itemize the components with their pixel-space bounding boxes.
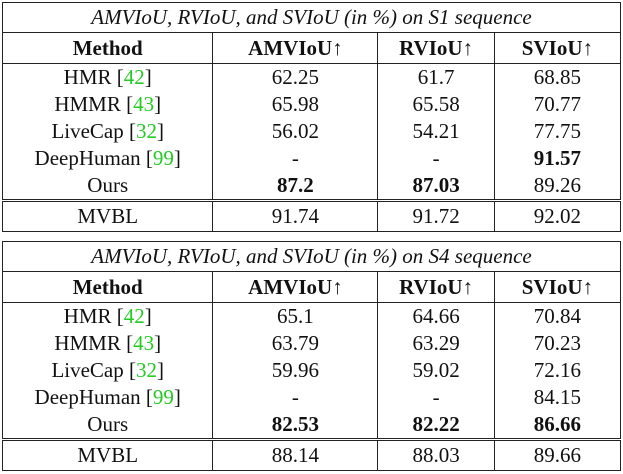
value-cell: -: [212, 145, 379, 172]
value-cell: 89.66: [493, 439, 622, 471]
table-row: Ours 82.53 82.22 86.66: [1, 411, 622, 441]
table-title-row: AMVIoU, RVIoU, and SVIoU (in %) on S4 se…: [2, 241, 621, 272]
value-cell: 91.74: [212, 200, 379, 232]
table-title-row: AMVIoU, RVIoU, and SVIoU (in %) on S1 se…: [2, 2, 621, 33]
method-name: MVBL: [1, 200, 214, 232]
value-cell: 88.14: [212, 439, 379, 471]
value-cell: 59.96: [212, 357, 379, 384]
column-header: Method: [1, 32, 214, 64]
value-cell: 70.77: [493, 91, 622, 118]
method-name: HMMR: [54, 92, 121, 116]
method-name: HMR: [63, 304, 112, 328]
value-cell: 72.16: [493, 357, 622, 384]
citation-link[interactable]: 32: [136, 119, 157, 143]
method-cell: HMR [42]: [1, 63, 214, 91]
value-cell: 64.66: [377, 302, 495, 330]
method-name: LiveCap: [51, 358, 124, 382]
table-row: DeepHuman [99] - -91.57: [1, 145, 622, 172]
value-cell: 82.53: [212, 411, 379, 441]
column-header: SVIoU↑: [493, 32, 622, 64]
value-cell: 63.79: [212, 330, 379, 357]
s4-results-table: AMVIoU, RVIoU, and SVIoU (in %) on S4 se…: [1, 241, 622, 471]
table-row: HMMR [43] 65.98 65.58 70.77: [1, 91, 622, 118]
column-header: SVIoU↑: [493, 271, 622, 303]
method-cell: DeepHuman [99]: [1, 145, 214, 172]
value-cell: 65.58: [377, 91, 495, 118]
value-cell: 87.03: [377, 172, 495, 202]
citation-link[interactable]: 42: [123, 304, 145, 328]
value-cell: -: [212, 384, 379, 411]
table-row: LiveCap [32] 56.02 54.21 77.75: [1, 118, 622, 145]
citation-link[interactable]: 43: [133, 331, 155, 355]
header-row: Method AMVIoU↑ RVIoU↑ SVIoU↑: [1, 271, 622, 303]
value-cell: 89.26: [493, 172, 622, 202]
value-cell: 63.29: [377, 330, 495, 357]
value-cell: 77.75: [493, 118, 622, 145]
value-cell: 65.98: [212, 91, 379, 118]
value-cell: 54.21: [377, 118, 495, 145]
method-name: DeepHuman: [34, 146, 141, 170]
value-cell: 59.02: [377, 357, 495, 384]
header-row: Method AMVIoU↑ RVIoU↑ SVIoU↑: [1, 32, 622, 64]
value-cell: 91.72: [377, 200, 495, 232]
method-cell: Ours: [1, 411, 214, 441]
value-cell: 70.84: [493, 302, 622, 330]
value-cell: 84.15: [493, 384, 622, 411]
citation-link[interactable]: 43: [133, 92, 155, 116]
reference-row: MVBL 88.14 88.03 89.66: [1, 439, 622, 471]
value-cell: 92.02: [493, 200, 622, 232]
method-cell: LiveCap [32]: [1, 357, 214, 384]
table-row: HMMR [43] 63.79 63.29 70.23: [1, 330, 622, 357]
value-cell: 87.2: [212, 172, 379, 202]
s1-results-table: AMVIoU, RVIoU, and SVIoU (in %) on S1 se…: [1, 2, 622, 232]
table-row: HMR [42] 65.1 64.66 70.84: [1, 302, 622, 330]
value-cell: 61.7: [377, 63, 495, 91]
table-row: DeepHuman [99] - -84.15: [1, 384, 622, 411]
table-caption: AMVIoU, RVIoU, and SVIoU (in %) on S4 se…: [2, 241, 621, 272]
method-cell: HMR [42]: [1, 302, 214, 330]
method-cell: DeepHuman [99]: [1, 384, 214, 411]
citation-link[interactable]: 32: [136, 358, 157, 382]
method-name: Ours: [87, 412, 129, 436]
table-row: LiveCap [32] 59.96 59.02 72.16: [1, 357, 622, 384]
value-cell: -: [377, 145, 495, 172]
citation-link[interactable]: 42: [123, 65, 145, 89]
method-cell: HMMR [43]: [1, 330, 214, 357]
column-header: Method: [1, 271, 214, 303]
method-name: Ours: [87, 173, 129, 197]
citation-link[interactable]: 99: [152, 385, 174, 409]
value-cell: 62.25: [212, 63, 379, 91]
column-header: AMVIoU↑: [212, 32, 379, 64]
reference-row: MVBL 91.74 91.72 92.02: [1, 200, 622, 232]
value-cell: 65.1: [212, 302, 379, 330]
method-name: MVBL: [1, 439, 214, 471]
method-name: HMMR: [54, 331, 121, 355]
column-header: AMVIoU↑: [212, 271, 379, 303]
value-cell: -: [377, 384, 495, 411]
value-cell: 86.66: [493, 411, 622, 441]
method-cell: HMMR [43]: [1, 91, 214, 118]
method-name: HMR: [63, 65, 112, 89]
value-cell: 68.85: [493, 63, 622, 91]
value-cell: 88.03: [377, 439, 495, 471]
method-cell: LiveCap [32]: [1, 118, 214, 145]
value-cell: 82.22: [377, 411, 495, 441]
value-cell: 70.23: [493, 330, 622, 357]
value-cell: 56.02: [212, 118, 379, 145]
method-cell: Ours: [1, 172, 214, 202]
citation-link[interactable]: 99: [152, 146, 174, 170]
table-row: Ours 87.2 87.03 89.26: [1, 172, 622, 202]
value-cell: 91.57: [493, 145, 622, 172]
column-header: RVIoU↑: [377, 271, 495, 303]
column-header: RVIoU↑: [377, 32, 495, 64]
method-name: LiveCap: [51, 119, 124, 143]
table-caption: AMVIoU, RVIoU, and SVIoU (in %) on S1 se…: [2, 2, 621, 33]
method-name: DeepHuman: [34, 385, 141, 409]
table-row: HMR [42] 62.25 61.7 68.85: [1, 63, 622, 91]
